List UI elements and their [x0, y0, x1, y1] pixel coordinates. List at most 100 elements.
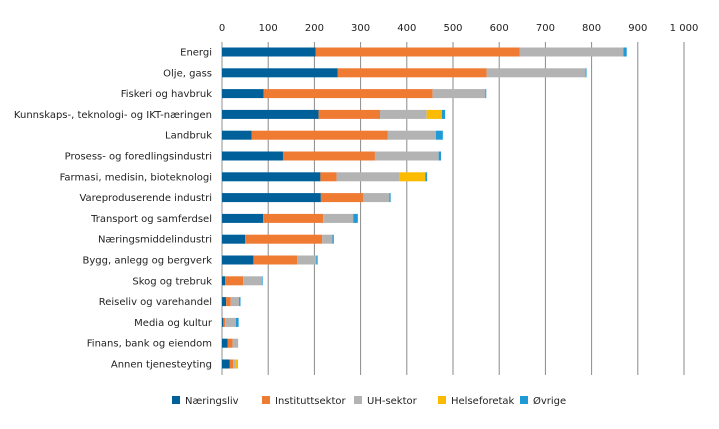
bar-segment-uh-sektor	[337, 172, 400, 181]
bar-segment-næringsliv	[222, 297, 226, 306]
bar-segment-øvrige	[332, 235, 333, 244]
legend-label: Øvrige	[533, 395, 566, 407]
bar-segment-næringsliv	[222, 68, 338, 77]
category-label: Reiseliv og varehandel	[99, 297, 212, 308]
bar-segment-næringsliv	[222, 318, 223, 327]
bar-segment-øvrige	[485, 89, 486, 98]
bar-segment-instituttsektor	[253, 256, 297, 265]
bar-segment-uh-sektor	[297, 256, 316, 265]
bar-segment-uh-sektor	[233, 360, 235, 369]
x-tick-label: 500	[443, 23, 462, 34]
x-tick-label: 1 000	[670, 23, 699, 34]
category-label: Kunnskaps-, teknologi- og IKT-næringen	[14, 110, 212, 121]
legend-swatch	[438, 396, 446, 404]
legend-swatch	[354, 396, 362, 404]
bar-segment-instituttsektor	[245, 235, 322, 244]
bar-segment-uh-sektor	[243, 276, 261, 285]
bar-segment-instituttsektor	[230, 360, 233, 369]
bar-segment-øvrige	[623, 48, 626, 57]
bar-segment-instituttsektor	[263, 214, 323, 223]
bars	[222, 48, 627, 369]
bar-segment-næringsliv	[222, 193, 321, 202]
bar-segment-instituttsektor	[338, 68, 487, 77]
bar-segment-instituttsektor	[283, 152, 375, 161]
bar-segment-øvrige	[586, 68, 587, 77]
bar-segment-uh-sektor	[323, 214, 353, 223]
bar-segment-øvrige	[439, 152, 441, 161]
bar-segment-uh-sektor	[375, 152, 439, 161]
bar-segment-næringsliv	[222, 110, 319, 119]
bar-segment-næringsliv	[222, 256, 253, 265]
legend-swatch	[520, 396, 528, 404]
category-label: Næringsmiddelindustri	[98, 235, 212, 246]
x-tick-label: 400	[397, 23, 416, 34]
category-label: Media og kultur	[134, 318, 213, 329]
bar-segment-uh-sektor	[322, 235, 332, 244]
category-label: Transport og samferdsel	[90, 214, 212, 225]
bar-segment-næringsliv	[222, 48, 316, 57]
bar-segment-uh-sektor	[231, 297, 239, 306]
bar-segment-instituttsektor	[223, 318, 225, 327]
bar-segment-øvrige	[436, 131, 443, 140]
bar-segment-næringsliv	[222, 276, 225, 285]
x-tick-label: 300	[351, 23, 370, 34]
bar-segment-instituttsektor	[316, 48, 520, 57]
bar-segment-uh-sektor	[380, 110, 427, 119]
x-tick-label: 800	[582, 23, 601, 34]
category-label: Vareproduserende industri	[79, 193, 212, 204]
category-label: Landbruk	[165, 131, 212, 142]
bar-segment-næringsliv	[222, 131, 252, 140]
bar-segment-helseforetak	[235, 360, 237, 369]
bar-segment-instituttsektor	[320, 172, 336, 181]
bar-segment-instituttsektor	[226, 297, 231, 306]
bar-segment-instituttsektor	[321, 193, 364, 202]
bar-segment-uh-sektor	[363, 193, 389, 202]
bar-segment-øvrige	[389, 193, 390, 202]
x-tick-label: 200	[305, 23, 324, 34]
category-label: Skog og trebruk	[132, 276, 212, 287]
legend-label: Næringsliv	[185, 396, 239, 407]
bar-segment-næringsliv	[222, 339, 228, 348]
bar-segment-øvrige	[316, 256, 317, 265]
bar-segment-øvrige	[262, 276, 263, 285]
bar-segment-uh-sektor	[520, 48, 624, 57]
bar-segment-næringsliv	[222, 214, 263, 223]
category-label: Farmasi, medisin, bioteknologi	[60, 172, 212, 183]
legend-label: Instituttsektor	[275, 396, 346, 407]
bar-segment-næringsliv	[222, 360, 230, 369]
bar-segment-øvrige	[353, 214, 358, 223]
bar-segment-uh-sektor	[433, 89, 486, 98]
bar-segment-helseforetak	[427, 110, 442, 119]
x-tick-label: 0	[219, 23, 225, 34]
bar-segment-instituttsektor	[225, 276, 243, 285]
bar-segment-uh-sektor	[388, 131, 436, 140]
x-tick-label: 900	[628, 23, 647, 34]
legend-swatch	[172, 396, 180, 404]
category-label: Energi	[180, 48, 212, 59]
bar-segment-næringsliv	[222, 235, 245, 244]
category-label: Fiskeri og havbruk	[121, 89, 212, 100]
legend-label: Helseforetak	[451, 396, 515, 407]
bar-segment-uh-sektor	[225, 318, 236, 327]
bar-segment-næringsliv	[222, 172, 320, 181]
legend-swatch	[262, 396, 270, 404]
x-tick-label: 100	[259, 23, 278, 34]
bar-segment-næringsliv	[222, 152, 283, 161]
bar-segment-instituttsektor	[228, 339, 233, 348]
bar-segment-øvrige	[442, 110, 445, 119]
bar-segment-øvrige	[239, 297, 240, 306]
category-label: Finans, bank og eiendom	[87, 339, 212, 350]
category-label: Olje, gass	[163, 68, 212, 79]
bar-segment-helseforetak	[399, 172, 425, 181]
category-label: Bygg, anlegg og bergverk	[82, 256, 212, 267]
bar-segment-øvrige	[236, 318, 239, 327]
category-label: Annen tjenesteyting	[111, 360, 212, 371]
bar-segment-uh-sektor	[487, 68, 586, 77]
x-tick-label: 700	[536, 23, 555, 34]
legend-label: UH-sektor	[367, 396, 418, 407]
bar-segment-uh-sektor	[233, 339, 239, 348]
legend: Næringsliv Instituttsektor UH-sektor Helsef…	[172, 395, 566, 407]
category-label: Prosess- og foredlingsindustri	[65, 152, 212, 163]
